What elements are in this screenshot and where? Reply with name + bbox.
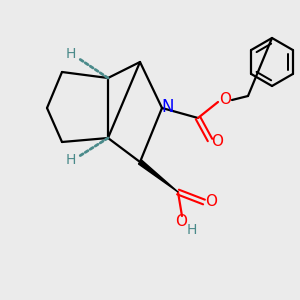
Text: O: O xyxy=(219,92,231,107)
Text: O: O xyxy=(175,214,187,230)
Text: H: H xyxy=(187,223,197,237)
Polygon shape xyxy=(139,160,178,192)
Text: O: O xyxy=(205,194,217,208)
Text: H: H xyxy=(66,47,76,61)
Text: H: H xyxy=(66,153,76,167)
Text: N: N xyxy=(162,98,174,116)
Text: O: O xyxy=(211,134,223,149)
